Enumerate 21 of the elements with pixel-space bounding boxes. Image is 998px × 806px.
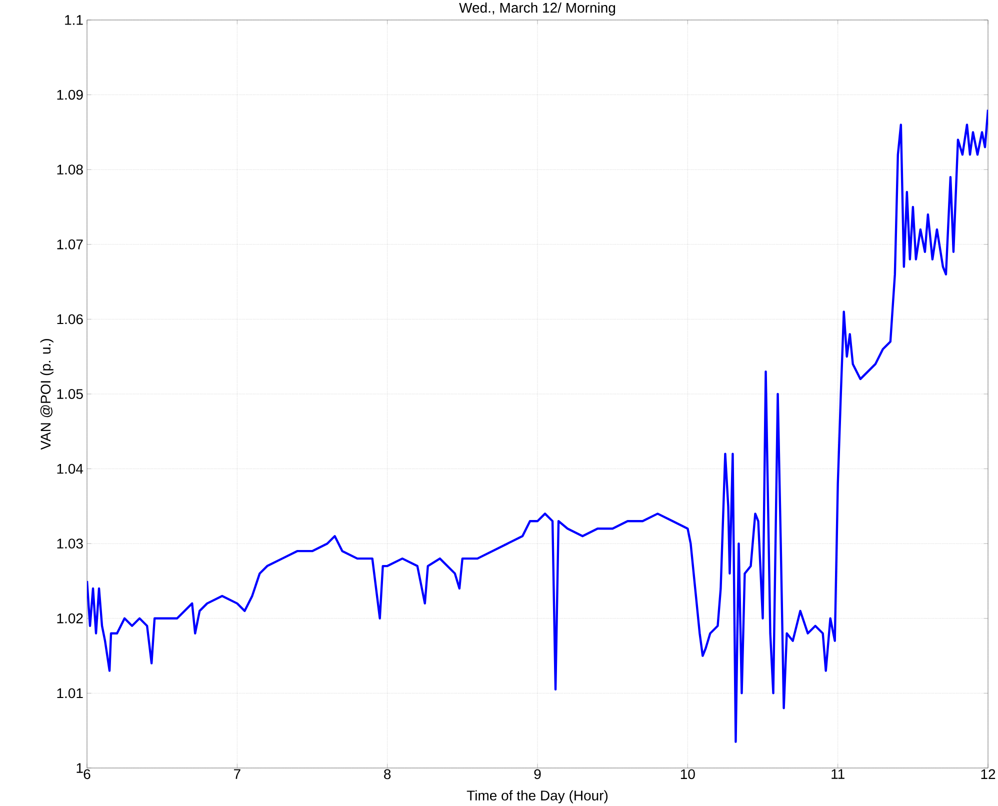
x-tick-label: 10	[680, 769, 695, 780]
y-tick-label: 1.08	[57, 164, 83, 175]
y-tick-label: 1.07	[57, 239, 83, 250]
y-axis-title: VAN @POI (p. u.)	[40, 339, 54, 450]
x-tick-label: 11	[832, 769, 844, 779]
x-tick-label: 7	[234, 769, 240, 779]
y-tick-label: 1.06	[57, 314, 83, 324]
x-tick-label: 9	[534, 769, 541, 780]
x-tick-label: 12	[981, 769, 996, 779]
y-tick-label: 1.09	[57, 90, 83, 100]
x-tick-label: 8	[384, 769, 391, 780]
y-tick-label: 1.05	[57, 389, 83, 399]
y-tick-label: 1.04	[57, 464, 84, 474]
y-tick-label: 1.01	[57, 688, 83, 698]
y-tick-label: 1.03	[57, 538, 83, 549]
x-tick-label: 6	[84, 769, 90, 780]
y-tick-label: 1.1	[65, 15, 83, 25]
y-tick-label: 1	[76, 763, 83, 773]
x-axis-title: Time of the Day (Hour)	[466, 790, 608, 804]
y-tick-label: 1.02	[57, 613, 83, 624]
chart-title: Wed., March 12/ Morning	[459, 2, 616, 16]
